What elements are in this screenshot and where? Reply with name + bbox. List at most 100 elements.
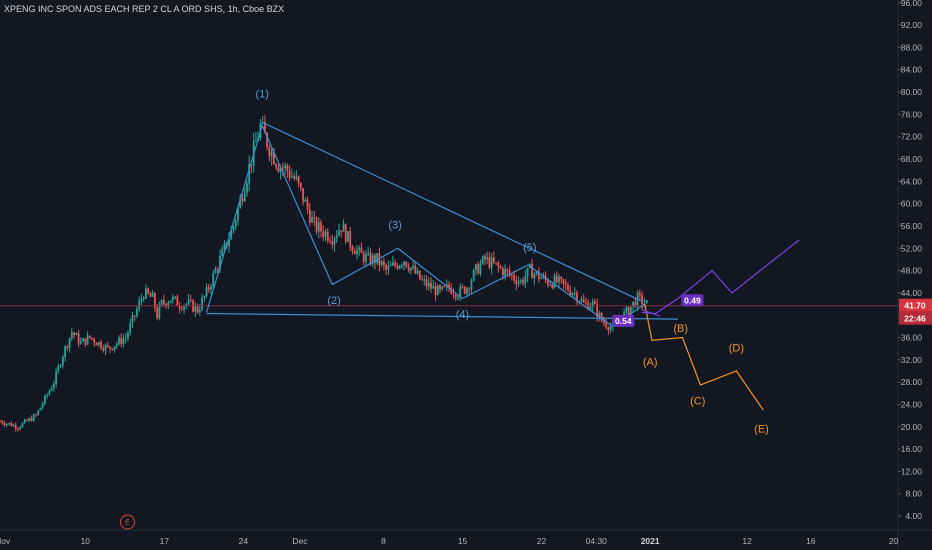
candle-body	[347, 231, 349, 242]
candle-body	[549, 284, 551, 286]
candle-body	[207, 287, 210, 290]
candle-body	[517, 281, 520, 285]
candle-body	[100, 341, 102, 349]
candle-body	[598, 313, 601, 317]
candle-body	[369, 252, 372, 264]
candle-body	[526, 267, 529, 277]
candle-body	[290, 176, 293, 178]
candle-body	[329, 240, 331, 242]
candle-body	[322, 231, 325, 237]
candle-body	[468, 288, 471, 290]
candle-body	[302, 188, 304, 202]
candle-body	[26, 419, 28, 421]
candle-body	[333, 238, 336, 245]
candle-body	[17, 428, 19, 430]
candle-body	[358, 247, 361, 251]
candle-body	[629, 306, 632, 315]
candle-body	[248, 164, 251, 184]
x-tick-label: 17	[160, 536, 170, 546]
candle-body	[488, 257, 491, 268]
abcde-projection-line	[644, 303, 764, 411]
candle-body	[423, 279, 426, 281]
wave-label: (3)	[388, 220, 401, 232]
candle-body	[400, 265, 403, 267]
ratio-tag-text: 0.49	[684, 295, 701, 305]
candle-body	[490, 257, 493, 268]
candle-body	[495, 262, 498, 264]
candle-body	[324, 231, 327, 237]
y-tick-label: 36.00	[901, 333, 923, 343]
candle-body	[454, 294, 457, 298]
y-tick-label: 24.00	[901, 399, 923, 409]
y-tick-label: 16.00	[901, 444, 923, 454]
candle-body	[380, 261, 383, 265]
candle-body	[405, 261, 408, 267]
candle-body	[95, 342, 98, 346]
candle-body	[389, 265, 392, 267]
candle-body	[506, 269, 509, 271]
y-tick-label: 84.00	[901, 65, 923, 75]
candle-body	[448, 284, 450, 288]
x-tick-label: Nov	[0, 536, 11, 546]
candle-body	[555, 275, 558, 283]
candle-body	[600, 313, 603, 322]
candle-body	[607, 327, 610, 331]
candle-body	[223, 242, 226, 249]
candle-body	[293, 176, 295, 179]
candle-body	[272, 151, 275, 165]
y-tick-label: 32.00	[901, 355, 923, 365]
candle-body	[351, 246, 354, 252]
candle-body	[131, 315, 134, 324]
candle-body	[335, 235, 338, 239]
candle-body	[499, 266, 502, 269]
candle-body	[605, 322, 608, 328]
x-tick-label: 04:30	[586, 536, 608, 546]
candle-body	[127, 332, 129, 338]
candle-body	[167, 302, 170, 307]
candle-body	[286, 165, 289, 171]
candle-body	[461, 286, 464, 288]
candle-body	[50, 388, 53, 391]
x-tick-label: Dec	[292, 536, 308, 546]
candle-body	[571, 293, 574, 296]
candle-body	[266, 133, 269, 148]
candle-body	[398, 265, 401, 269]
candle-body	[237, 208, 239, 221]
candle-body	[450, 287, 453, 294]
candle-body	[111, 348, 114, 350]
candle-body	[174, 296, 177, 298]
y-tick-label: 44.00	[901, 288, 923, 298]
candle-body	[537, 271, 540, 279]
candle-body	[297, 176, 300, 183]
candle-body	[531, 264, 533, 279]
candle-body	[178, 305, 181, 309]
candle-body	[362, 252, 365, 262]
candle-body	[243, 192, 246, 202]
ratio-tag-box	[612, 314, 635, 327]
candle-body	[270, 151, 273, 157]
candle-body	[70, 332, 73, 339]
candle-body	[79, 341, 82, 344]
candle-body	[470, 280, 473, 290]
candle-body	[472, 269, 475, 281]
candle-body	[115, 343, 118, 347]
candle-body	[23, 419, 26, 424]
candle-body	[493, 257, 495, 263]
candle-body	[376, 253, 379, 263]
candle-body	[82, 338, 84, 342]
candle-body	[39, 407, 42, 411]
candle-body	[627, 307, 630, 315]
candle-body	[180, 308, 183, 310]
wave-label: (E)	[754, 423, 769, 435]
candle-body	[434, 286, 437, 296]
candle-body	[142, 298, 145, 300]
candle-body	[136, 309, 138, 316]
x-tick-label: 20	[889, 536, 899, 546]
y-tick-label: 52.00	[901, 243, 923, 253]
candle-body	[394, 262, 397, 266]
candle-body	[5, 423, 8, 426]
candle-body	[149, 293, 152, 297]
y-tick-label: 88.00	[901, 42, 923, 52]
